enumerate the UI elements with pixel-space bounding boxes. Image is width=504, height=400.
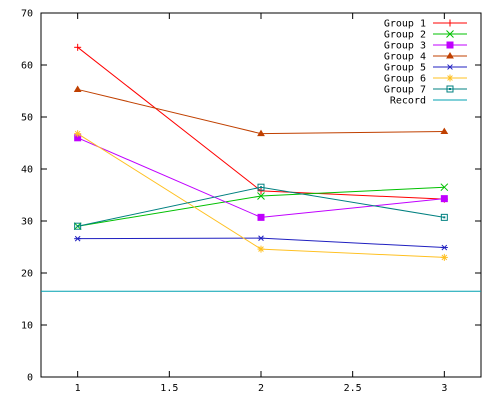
- data-point: [257, 245, 265, 253]
- data-point: [440, 183, 449, 192]
- series-7: [74, 183, 448, 230]
- data-point: [257, 129, 265, 137]
- legend-entry: Group 7: [384, 85, 467, 96]
- series-5: [74, 235, 448, 251]
- legend-label: Group 6: [384, 74, 426, 85]
- data-point: [74, 222, 82, 230]
- legend-entry: Group 1: [384, 19, 467, 30]
- data-point: [257, 192, 265, 200]
- legend-entry: Group 6: [384, 74, 467, 85]
- legend-entry-record: Record: [390, 96, 467, 107]
- legend-marker: [446, 74, 454, 82]
- legend-entry: Group 3: [384, 41, 467, 52]
- data-point: [257, 213, 265, 221]
- data-point: [73, 85, 82, 92]
- legend-label: Group 2: [384, 30, 426, 41]
- series-3: [74, 134, 448, 221]
- legend-label: Group 3: [384, 41, 426, 52]
- data-point: [74, 235, 82, 242]
- y-tick-label: 10: [21, 321, 33, 332]
- data-point: [257, 187, 265, 195]
- legend-marker: [446, 52, 454, 59]
- legend-marker: [446, 19, 454, 27]
- y-tick-label: 20: [21, 269, 33, 280]
- legend-entry: Group 4: [384, 52, 467, 63]
- data-point: [440, 213, 448, 221]
- data-point: [440, 195, 448, 203]
- data-point: [74, 43, 82, 51]
- legend-marker: [446, 85, 454, 93]
- legend-label: Record: [390, 96, 426, 107]
- y-tick-label: 60: [21, 61, 33, 72]
- y-tick-label: 50: [21, 113, 33, 124]
- data-point: [440, 127, 449, 135]
- series-4: [73, 85, 449, 137]
- y-tick-label: 70: [21, 9, 33, 20]
- data-point: [74, 130, 82, 138]
- legend-marker: [446, 30, 454, 38]
- series-line: [77, 137, 445, 218]
- legend-label: Group 1: [384, 19, 426, 30]
- legend-label: Group 7: [384, 85, 426, 96]
- x-tick-label: 2.5: [344, 383, 362, 394]
- y-tick-label: 0: [27, 373, 33, 384]
- data-point: [257, 183, 265, 191]
- data-point: [257, 235, 265, 241]
- legend-label: Group 4: [384, 52, 426, 63]
- series-layer: [73, 43, 449, 261]
- legend-label: Group 5: [384, 63, 426, 74]
- legend-marker: [446, 41, 454, 49]
- x-tick-label: 1: [75, 383, 81, 394]
- legend-entry: Group 5: [384, 63, 467, 74]
- data-point: [440, 253, 448, 261]
- data-point: [440, 244, 448, 251]
- x-tick-label: 2: [258, 383, 264, 394]
- x-tick-label: 3: [441, 383, 447, 394]
- legend-marker: [446, 64, 454, 70]
- y-tick-label: 30: [21, 217, 33, 228]
- legend-entry: Group 2: [384, 30, 467, 41]
- x-tick-label: 1.5: [160, 383, 178, 394]
- y-tick-label: 40: [21, 165, 33, 176]
- series-6: [74, 130, 448, 261]
